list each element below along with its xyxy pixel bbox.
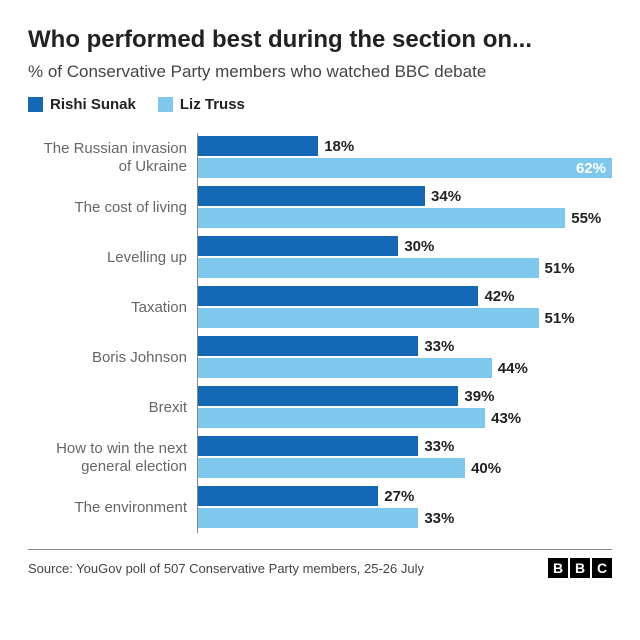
- bar-truss: [198, 458, 465, 478]
- bar-value-label: 33%: [424, 510, 454, 527]
- logo-box: B: [548, 558, 568, 578]
- category-label: Taxation: [28, 283, 197, 333]
- chart-footer: Source: YouGov poll of 507 Conservative …: [28, 549, 612, 578]
- bar-value-label: 51%: [545, 310, 575, 327]
- bar-sunak: [198, 386, 458, 406]
- bar-sunak: [198, 436, 418, 456]
- bar-value-label: 18%: [324, 138, 354, 155]
- bar-wrap: 62%: [198, 158, 612, 178]
- bar-wrap: 51%: [198, 308, 612, 328]
- bar-wrap: 33%: [198, 508, 612, 528]
- category-label: Brexit: [28, 383, 197, 433]
- bar-sunak: [198, 136, 318, 156]
- bar-value-label: 43%: [491, 410, 521, 427]
- bar-wrap: 34%: [198, 186, 612, 206]
- bar-chart: The Russian invasion of UkraineThe cost …: [28, 133, 612, 533]
- bar-wrap: 42%: [198, 286, 612, 306]
- bar-wrap: 30%: [198, 236, 612, 256]
- legend: Rishi Sunak Liz Truss: [28, 96, 612, 113]
- bar-row: 27% 33%: [198, 483, 612, 533]
- bar-value-label: 33%: [424, 438, 454, 455]
- logo-box: B: [570, 558, 590, 578]
- source-text: Source: YouGov poll of 507 Conservative …: [28, 561, 424, 576]
- bar-truss: [198, 358, 492, 378]
- legend-swatch-icon: [28, 97, 43, 112]
- bar-value-label: 40%: [471, 460, 501, 477]
- bar-truss: [198, 408, 485, 428]
- bar-wrap: 51%: [198, 258, 612, 278]
- legend-label: Liz Truss: [180, 96, 245, 113]
- logo-box: C: [592, 558, 612, 578]
- bar-row: 30% 51%: [198, 233, 612, 283]
- bars-column: 18%62%34%55%30%51%42%51%33%44%39%43%33%4…: [198, 133, 612, 533]
- bar-truss: [198, 508, 418, 528]
- bar-value-label: 33%: [424, 338, 454, 355]
- bar-truss: [198, 208, 565, 228]
- bar-wrap: 27%: [198, 486, 612, 506]
- bar-truss: [198, 308, 539, 328]
- bar-truss: [198, 158, 612, 178]
- category-label: The environment: [28, 483, 197, 533]
- bar-row: 18% 62%: [198, 133, 612, 183]
- legend-swatch-icon: [158, 97, 173, 112]
- bar-wrap: 44%: [198, 358, 612, 378]
- bar-value-label: 30%: [404, 238, 434, 255]
- bar-wrap: 33%: [198, 436, 612, 456]
- bar-wrap: 55%: [198, 208, 612, 228]
- legend-item-sunak: Rishi Sunak: [28, 96, 136, 113]
- category-labels-column: The Russian invasion of UkraineThe cost …: [28, 133, 198, 533]
- bar-row: 39%43%: [198, 383, 612, 433]
- bar-sunak: [198, 336, 418, 356]
- bar-value-label: 51%: [545, 260, 575, 277]
- legend-label: Rishi Sunak: [50, 96, 136, 113]
- bar-value-label: 62%: [576, 160, 606, 177]
- category-label: Boris Johnson: [28, 333, 197, 383]
- bar-truss: [198, 258, 539, 278]
- bar-value-label: 44%: [498, 360, 528, 377]
- bar-value-label: 42%: [484, 288, 514, 305]
- bar-row: 33% 40%: [198, 433, 612, 483]
- bar-wrap: 18%: [198, 136, 612, 156]
- bar-value-label: 27%: [384, 488, 414, 505]
- bar-wrap: 40%: [198, 458, 612, 478]
- bar-row: 42% 51%: [198, 283, 612, 333]
- category-label: The cost of living: [28, 183, 197, 233]
- bar-wrap: 39%: [198, 386, 612, 406]
- bar-wrap: 43%: [198, 408, 612, 428]
- bar-sunak: [198, 486, 378, 506]
- category-label: The Russian invasion of Ukraine: [28, 133, 197, 183]
- bar-sunak: [198, 186, 425, 206]
- bar-value-label: 39%: [464, 388, 494, 405]
- bar-sunak: [198, 236, 398, 256]
- bbc-logo: B B C: [548, 558, 612, 578]
- chart-title: Who performed best during the section on…: [28, 26, 612, 54]
- bar-sunak: [198, 286, 478, 306]
- category-label: Levelling up: [28, 233, 197, 283]
- bar-row: 33% 44%: [198, 333, 612, 383]
- bar-value-label: 55%: [571, 210, 601, 227]
- bar-value-label: 34%: [431, 188, 461, 205]
- legend-item-truss: Liz Truss: [158, 96, 245, 113]
- chart-subtitle: % of Conservative Party members who watc…: [28, 62, 612, 82]
- bar-wrap: 33%: [198, 336, 612, 356]
- bar-row: 34% 55%: [198, 183, 612, 233]
- category-label: How to win the next general election: [28, 433, 197, 483]
